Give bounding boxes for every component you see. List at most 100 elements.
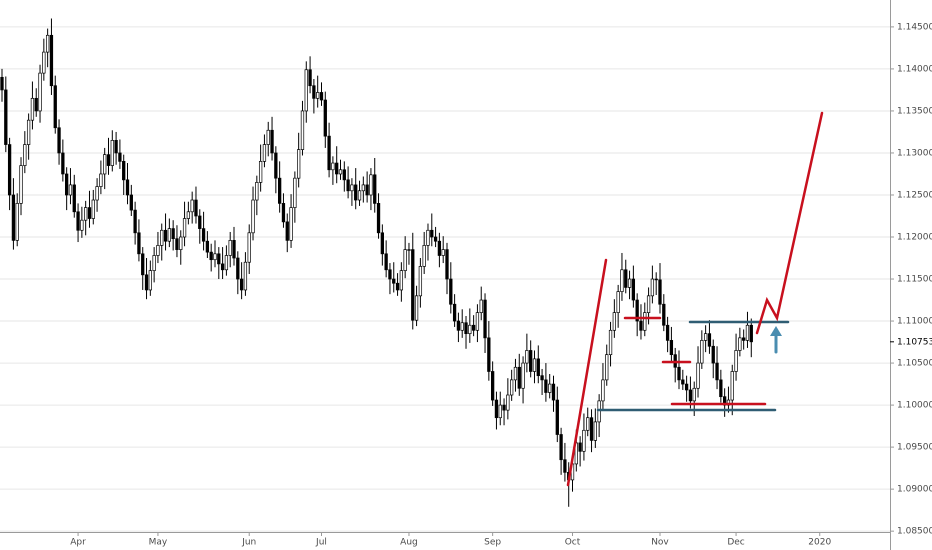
candle-body [323, 99, 327, 137]
candle-body [521, 362, 525, 389]
candle-body [198, 215, 202, 229]
candle-body [293, 177, 297, 208]
candle-body [441, 249, 445, 256]
candle-body [346, 179, 350, 192]
candle-body [525, 350, 529, 364]
candle-body [414, 295, 419, 321]
candles [0, 18, 753, 507]
candle-body [513, 366, 518, 381]
candle-body [593, 421, 597, 441]
candle-body [612, 312, 617, 331]
candle-body [335, 162, 339, 175]
x-tick-label: 2020 [808, 538, 831, 548]
y-tick-label: 1.10500 [897, 359, 932, 369]
candle-body [4, 89, 8, 145]
candle-body [559, 434, 563, 461]
candle-body [152, 255, 156, 271]
candle-body [118, 152, 122, 162]
candle-body [452, 303, 457, 322]
candle-body [742, 337, 746, 341]
candle-body [635, 299, 639, 322]
candle-body [224, 255, 229, 271]
candle-body [201, 228, 206, 242]
x-tick-label: Aug [400, 538, 418, 548]
candle-body [662, 303, 666, 326]
candle-body [57, 127, 61, 154]
candle-body [422, 245, 426, 267]
candle-body [167, 228, 172, 242]
candle-body [247, 232, 251, 263]
candle-body [555, 399, 559, 435]
candle-body [186, 211, 191, 219]
candle-body [7, 144, 12, 196]
candle-body [494, 399, 499, 419]
candle-body [163, 229, 168, 242]
candle-body [365, 184, 369, 196]
candle-body [228, 240, 232, 256]
y-tick-label: 1.09500 [897, 443, 932, 453]
candle-body [734, 350, 738, 372]
candle-body [745, 324, 750, 341]
candle-body [749, 324, 753, 343]
candle-body [61, 152, 65, 175]
candle-body [475, 312, 480, 331]
candle-body [529, 350, 533, 372]
candle-body [23, 144, 27, 166]
candle-body [700, 340, 704, 364]
candle-body [380, 232, 384, 255]
candle-body [376, 203, 381, 234]
y-tick-label: 1.08500 [897, 527, 932, 537]
candle-body [103, 154, 107, 175]
candle-body [426, 229, 430, 246]
candle-body [137, 232, 141, 255]
candle-body [338, 169, 343, 175]
candle-body [643, 312, 647, 331]
candle-body [384, 253, 388, 271]
candle-body [703, 333, 708, 341]
candle-body [395, 282, 400, 291]
candle-body [141, 253, 145, 276]
y-tick-label: 1.13500 [897, 106, 932, 116]
candle-body [430, 229, 434, 238]
candle-body [563, 459, 567, 473]
candle-body [620, 269, 624, 292]
candle-body [42, 51, 46, 74]
candle-body [179, 236, 183, 250]
last-price-label: 1.10753 [897, 337, 932, 347]
candle-body [532, 358, 537, 372]
candle-body [468, 324, 472, 335]
candle-body [213, 253, 217, 261]
axes: 1.08500 1.09000 1.09500 1.10000 1.10500 1.110… [70, 22, 932, 547]
candle-body [19, 165, 23, 204]
x-tick-label: Oct [565, 538, 581, 548]
candle-body [373, 174, 377, 204]
candle-body [15, 203, 19, 241]
candle-body [627, 278, 632, 288]
candle-body [11, 194, 16, 241]
candle-body [433, 236, 438, 242]
candle-body [122, 161, 126, 181]
candle-body [175, 238, 179, 250]
candle-body [262, 144, 267, 162]
candle-body [483, 299, 487, 339]
candle-body [551, 383, 556, 401]
candle-body [498, 404, 502, 419]
candle-body [605, 354, 609, 381]
candle-body [369, 174, 373, 196]
candle-body [437, 240, 442, 256]
candle-body [125, 179, 130, 196]
candle-body [342, 169, 346, 181]
candle-body [490, 371, 495, 401]
candle-body [91, 199, 95, 219]
candle-body [502, 404, 506, 411]
candle-body [616, 291, 620, 313]
candle-body [133, 209, 137, 234]
x-tick-label: Jun [241, 538, 256, 548]
candle-body [631, 278, 636, 301]
x-tick-label: Sep [484, 538, 501, 548]
candle-body [304, 69, 308, 112]
candle-body [49, 34, 54, 87]
candle-body [84, 207, 88, 221]
candle-body [319, 92, 324, 101]
candle-body [312, 85, 316, 99]
